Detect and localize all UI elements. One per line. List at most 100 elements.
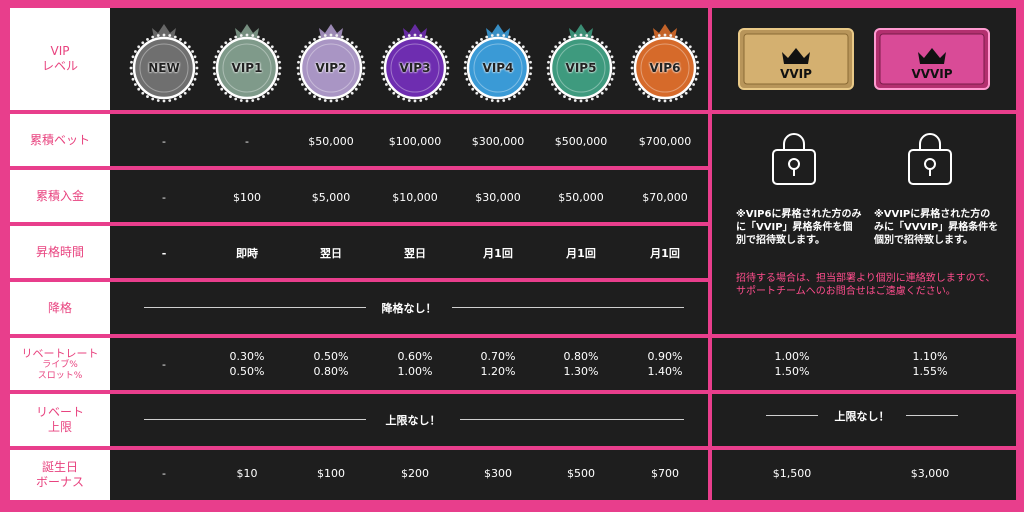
rebate-cell: 0.70% 1.20% [458,345,538,383]
rebate-cell: - [124,345,204,383]
premium-birthday-cell: $1,500 [772,466,812,480]
birthday-cell: $300 [484,466,512,480]
deposit-cell: $10,000 [392,190,438,204]
row-label-deposit-text: 累積入金 [35,188,84,203]
premium-rebate-cell: 1.00% 1.50% [742,345,842,383]
tier-badge-label: VIP4 [482,60,514,75]
rebate-cell: 0.90% 1.40% [625,345,705,383]
rebate-live: 0.60% [397,350,433,363]
tier-badge-vip2 [295,16,367,106]
demotion-line-right [452,307,684,308]
rebate-live: 0.90% [647,350,683,363]
row-label-birthday: 誕生日 ボーナス [10,450,110,500]
row-label-rebate-cap: リベート 上限 [10,394,110,446]
premium-cap-text: 上限なし！ [834,409,890,423]
rebate-live: 0.50% [313,350,349,363]
birthday-cell: $100 [317,466,345,480]
rebate-cell: 0.30% 0.50% [207,345,287,383]
row-label-deposit: 累積入金 [10,170,110,222]
premium-cap-line-right [906,415,958,416]
deposit-cell: $50,000 [558,190,604,204]
tier-badge-vip1 [211,16,283,106]
rebate-live: - [162,357,166,371]
vvip-card-art [738,28,854,90]
tier-badge-new [128,16,200,106]
premium-rebate-cell: 1.10% 1.55% [880,345,980,383]
panel-deposit [110,170,708,222]
tier-badge-art [380,24,450,103]
row-label-demotion: 降格 [10,282,110,334]
vvip-card: VVIP [738,28,854,90]
panel-promotion [110,226,708,278]
deposit-cell: $70,000 [642,190,688,204]
panel-birthday [110,450,708,500]
bet-cell: $500,000 [554,134,608,148]
premium-rebate-slot: 1.55% [912,365,948,378]
vvvip-card-art [874,28,990,90]
tier-badge-label: NEW [148,60,180,75]
row-label-birthday-text: 誕生日 ボーナス [35,460,84,489]
rebate-slot: 0.50% [229,365,265,378]
bet-cell: $300,000 [471,134,525,148]
panel-premium-rebate [712,338,1016,390]
bet-cell: - [245,134,249,148]
deposit-cell: - [162,190,166,204]
premium-rebate-live: 1.10% [912,350,948,363]
vvvip-note: ※VVIPに昇格された方のみに「VVVIP」昇格条件を個別で招待致します。 [874,209,999,246]
promotion-cell: 月1回 [566,246,596,260]
rebate-live: 0.70% [480,350,516,363]
tier-badge-vip4 [462,16,534,106]
vvvip-lock-icon [908,133,952,185]
row-label-level-text: VIP レベル [41,44,78,73]
tier-badge-label: VIP2 [315,60,347,75]
row-label-demotion-text: 降格 [47,300,72,315]
deposit-cell: $30,000 [475,190,521,204]
birthday-cell: $200 [401,466,429,480]
premium-rebate-slot: 1.50% [774,365,810,378]
birthday-cell: $700 [651,466,679,480]
premium-birthday-cell: $3,000 [910,466,950,480]
panel-premium-conditions [712,114,1016,334]
tier-badge-art [212,24,282,103]
row-label-rebate: リベートレート ライブ% スロット% [10,338,110,390]
row-label-rebate-text: リベートレート [21,346,99,360]
demotion-line-left [144,307,366,308]
row-label-rebate-cap-text: リベート 上限 [35,405,84,434]
tier-badge-art [546,24,616,103]
promotion-cell: - [161,246,167,260]
birthday-cell: - [162,466,166,480]
promotion-cell: 翌日 [404,246,426,260]
vvip-note: ※VIP6に昇格された方のみに「VVIP」昇格条件を個別で招待致します。 [736,209,862,246]
rebate-slot: 1.00% [397,365,433,378]
panel-rebate-cap [110,394,708,446]
deposit-cell: $5,000 [311,190,351,204]
tier-badge-label: VIP6 [649,60,681,75]
rebate-cell: 0.60% 1.00% [375,345,455,383]
bet-cell: - [162,134,166,148]
vvip-card-label: VVIP [780,66,812,81]
promotion-cell: 翌日 [320,246,342,260]
promotion-cell: 月1回 [650,246,680,260]
bet-cell: $100,000 [388,134,442,148]
vvip-lock-icon [772,133,816,185]
row-label-bet-text: 累積ベット [29,132,90,147]
cap-line-right [460,419,684,420]
contact-note: 招待する場合は、担当部署より個別に連絡致しますので、サポートチームへのお問合せは… [736,273,996,297]
birthday-cell: $500 [567,466,595,480]
rebate-cell: 0.50% 0.80% [291,345,371,383]
rebate-live: 0.80% [563,350,599,363]
vip-table: VIP レベル 累積ベット 累積入金 昇格時間 降格 リベートレート ライブ% … [10,8,1016,500]
tier-badge-art [630,24,700,103]
vvvip-card: VVVIP [874,28,990,90]
row-label-level: VIP レベル [10,8,110,110]
tier-badge-label: VIP5 [565,60,597,75]
rebate-slot: 1.20% [480,365,516,378]
rebate-slot: 1.30% [563,365,599,378]
cap-text: 上限なし！ [385,413,441,427]
panel-premium-birthday [712,450,1016,500]
premium-rebate-live: 1.00% [774,350,810,363]
tier-badge-art [129,24,199,103]
panel-rebate [110,338,708,390]
row-label-rebate-live: ライブ% [42,359,78,370]
rebate-slot: 1.40% [647,365,683,378]
